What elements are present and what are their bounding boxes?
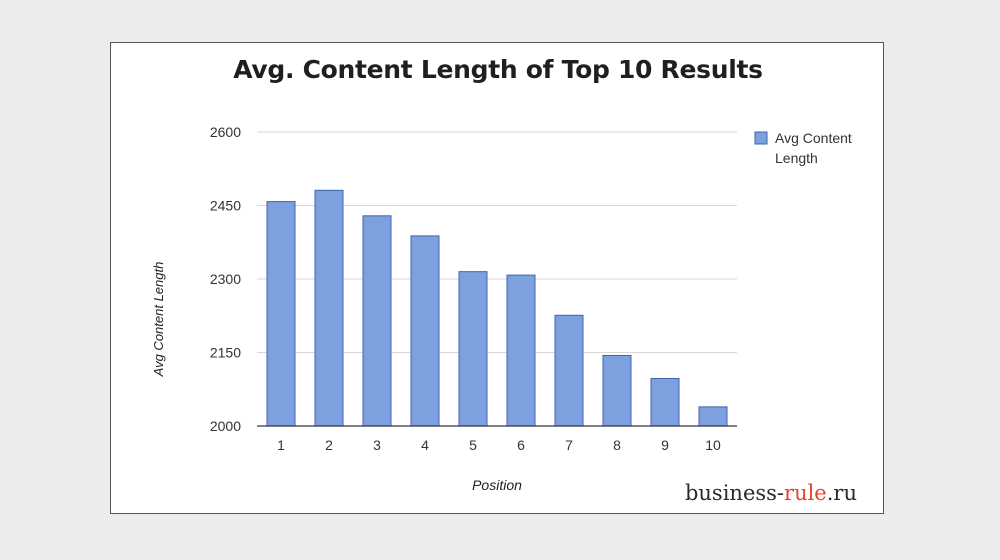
bar bbox=[698, 406, 728, 427]
y-axis-ticks: 2000 2150 2300 2450 2600 bbox=[210, 124, 241, 434]
y-tick-label: 2450 bbox=[210, 198, 241, 214]
y-tick-label: 2300 bbox=[210, 271, 241, 287]
watermark: business-rule.ru bbox=[685, 481, 857, 505]
y-axis-label: Avg Content Length bbox=[151, 262, 166, 378]
watermark-part-2: rule bbox=[784, 481, 827, 505]
legend: Avg Content Length bbox=[754, 130, 852, 166]
bar bbox=[458, 271, 488, 427]
x-tick-label: 7 bbox=[565, 437, 573, 453]
x-tick-label: 9 bbox=[661, 437, 669, 453]
x-tick-label: 6 bbox=[517, 437, 525, 453]
chart-title: Avg. Content Length of Top 10 Results bbox=[233, 55, 763, 84]
bar bbox=[266, 201, 296, 427]
x-tick-label: 8 bbox=[613, 437, 621, 453]
legend-label-line-1: Avg Content bbox=[775, 130, 852, 146]
y-tick-label: 2150 bbox=[210, 345, 241, 361]
bar bbox=[650, 377, 680, 427]
bar bbox=[362, 215, 392, 427]
x-tick-label: 10 bbox=[705, 437, 721, 453]
x-tick-label: 3 bbox=[373, 437, 381, 453]
bar-chart: 2000 2150 2300 2450 2600 1 2 3 4 5 6 7 8 9 10 Avg Con… bbox=[151, 124, 852, 493]
legend-label-line-2: Length bbox=[775, 150, 818, 166]
chart-card: Avg. Content Length of Top 10 Results 20… bbox=[110, 42, 884, 514]
x-tick-label: 4 bbox=[421, 437, 429, 453]
x-axis-label: Position bbox=[472, 477, 522, 493]
bar bbox=[554, 314, 584, 427]
y-tick-label: 2600 bbox=[210, 124, 241, 140]
watermark-part-3: .ru bbox=[826, 481, 857, 505]
y-tick-label: 2000 bbox=[210, 418, 241, 434]
bars bbox=[266, 189, 728, 427]
x-tick-label: 2 bbox=[325, 437, 333, 453]
bar bbox=[410, 235, 440, 427]
x-axis-ticks: 1 2 3 4 5 6 7 8 9 10 bbox=[277, 437, 721, 453]
x-tick-label: 1 bbox=[277, 437, 285, 453]
bar bbox=[506, 274, 536, 427]
x-tick-label: 5 bbox=[469, 437, 477, 453]
watermark-part-1: business- bbox=[684, 481, 785, 505]
bar bbox=[314, 189, 344, 427]
legend-swatch bbox=[754, 131, 768, 145]
bar bbox=[602, 354, 632, 427]
